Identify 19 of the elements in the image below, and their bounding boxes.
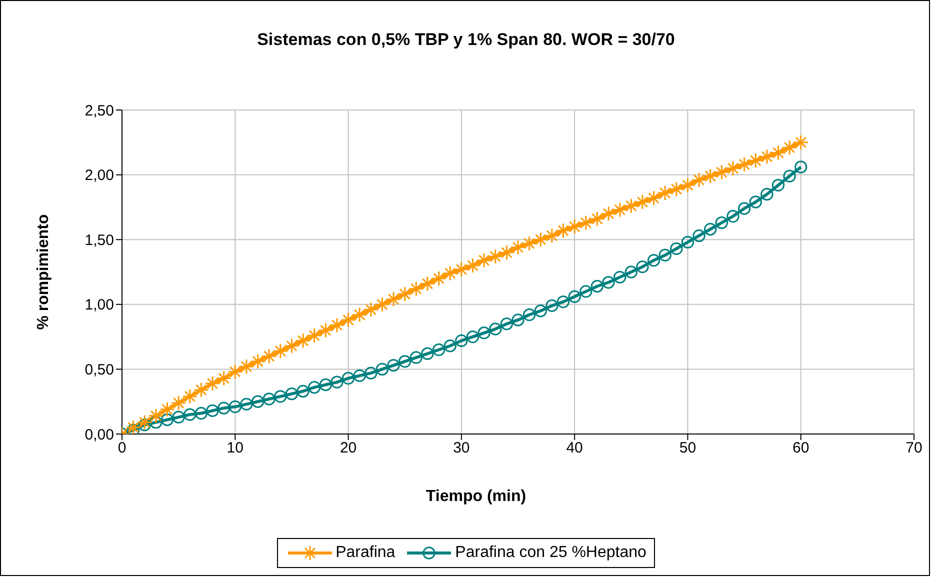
y-tick-label: 1,00 — [84, 296, 114, 314]
y-tick-label: 2,50 — [84, 102, 114, 120]
x-tick-label: 70 — [906, 440, 922, 457]
chart-title: Sistemas con 0,5% TBP y 1% Span 80. WOR = 30/70 — [256, 30, 676, 50]
x-tick-label: 60 — [792, 440, 810, 457]
y-tick-label: 0,50 — [84, 362, 114, 379]
x-tick-label: 20 — [340, 440, 357, 457]
legend-label: Parafina — [336, 544, 396, 562]
x-tick-label: 40 — [566, 440, 583, 457]
legend-label: Parafina con 25 %Heptano — [455, 544, 646, 562]
y-axis-title: % rompimiento — [35, 214, 53, 330]
x-tick-label: 50 — [679, 440, 696, 457]
x-tick-label: 30 — [453, 440, 470, 457]
x-axis-title: Tiempo (min) — [424, 488, 528, 506]
y-tick-label: 0,00 — [84, 426, 114, 444]
y-tick-label: 1,50 — [84, 232, 114, 249]
x-tick-label: 10 — [226, 440, 244, 457]
x-tick-label: 0 — [118, 440, 126, 457]
y-tick-label: 2,00 — [84, 167, 114, 184]
